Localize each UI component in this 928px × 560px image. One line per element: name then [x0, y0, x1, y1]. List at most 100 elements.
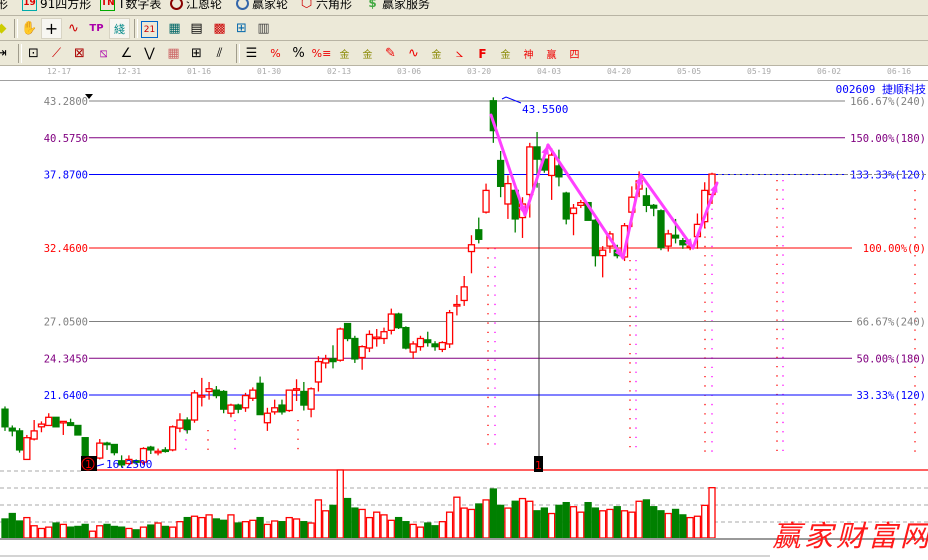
level-percent-label: 100.00%(0) [863, 243, 926, 255]
volume-bar [679, 514, 687, 539]
menu-hexagon[interactable]: ⬡ 六角形 [300, 0, 352, 12]
f-fan-icon[interactable]: F [478, 46, 487, 61]
winner-fan-icon[interactable]: 赢 [546, 50, 557, 61]
volume-bar [8, 512, 16, 539]
high-price-label: 43.5500 [522, 103, 568, 116]
fit-width-icon[interactable]: ⇥ [0, 46, 7, 61]
volume-bar [693, 515, 702, 539]
candle-up [438, 341, 446, 351]
volume-bar [599, 510, 607, 539]
percent-icon[interactable]: % [292, 46, 305, 61]
gold-line-icon[interactable]: 金 [431, 50, 442, 61]
candle-down [278, 404, 286, 413]
pattern-icon[interactable]: 綫 [109, 18, 130, 39]
hand-icon[interactable]: ✋ [21, 21, 38, 36]
notes-icon[interactable]: ▤ [190, 21, 203, 36]
v-lines-icon[interactable]: ⋁ [144, 46, 155, 61]
candle-up [23, 437, 31, 461]
grid-tool-icon[interactable]: ▦ [167, 46, 180, 61]
candle-up [467, 244, 476, 253]
volume-bar [183, 516, 191, 539]
volume-bar [314, 499, 323, 539]
candle-up [322, 358, 330, 364]
hexagon-icon: ⬡ [300, 0, 313, 11]
rectangle-tool-icon[interactable]: ⊡ [28, 46, 39, 61]
printer-icon[interactable]: ▥ [257, 21, 270, 36]
gann-fan-icon[interactable]: ⧅ [99, 46, 108, 61]
fan-lines-icon[interactable]: ⟋ [51, 46, 62, 61]
volume-bar [489, 488, 497, 539]
gold-fan-icon[interactable]: 金 [500, 50, 511, 61]
volume-bar [635, 500, 643, 539]
menu-gann-wheel[interactable]: 江恩轮 [170, 0, 222, 12]
marker-1-label: 1 [85, 458, 92, 471]
level-percent-label: 66.67%(240) [856, 317, 926, 329]
volume-bar [650, 506, 658, 539]
menu-square-91[interactable]: 19 91四方形 [22, 0, 91, 12]
percent-line-icon[interactable]: % [270, 47, 281, 60]
volume-bar [569, 506, 578, 539]
volume-bar [475, 503, 483, 539]
wave-arrow [489, 113, 527, 217]
volume-bar [467, 508, 476, 539]
gold-levels-icon[interactable]: 金 [362, 50, 373, 61]
god-fan-icon[interactable]: 神 [523, 50, 534, 61]
candle-up [285, 389, 293, 412]
wave-line-icon[interactable]: ∿ [408, 46, 419, 61]
candle-down [591, 219, 600, 257]
volume-bar [139, 526, 148, 539]
volume-bar [526, 500, 534, 539]
volume-bar [606, 508, 614, 539]
candle-down [103, 442, 111, 446]
marker-2-label: 1 [535, 459, 542, 472]
marker-circle-icon [81, 457, 95, 471]
four-fan-icon[interactable]: 四 [569, 50, 580, 61]
box-grid-icon[interactable]: ⊞ [191, 46, 202, 61]
volume-bar [460, 507, 468, 539]
volume-bar [37, 527, 46, 539]
menu-shape[interactable]: 形 [0, 0, 8, 12]
date-label: 12-31 [117, 67, 142, 76]
save-icon[interactable]: ▩ [213, 21, 226, 36]
calendar-icon[interactable]: 21 [141, 21, 158, 38]
candle-down [343, 322, 352, 340]
menu-number-table[interactable]: TN T数字表 [100, 0, 161, 12]
calculator-icon[interactable]: ▦ [168, 21, 181, 36]
volume-bar [540, 507, 549, 539]
menu-winner-wheel[interactable]: 赢家轮 [236, 0, 288, 12]
candle-up [409, 343, 417, 353]
gold-circle-icon[interactable]: 金 [339, 50, 350, 61]
candle-down [183, 419, 191, 431]
volume-bar [329, 504, 337, 539]
arrow-icon[interactable]: ◆ [0, 21, 7, 36]
candle-down [132, 460, 140, 463]
wave-arrow [691, 181, 719, 250]
date-label: 06-16 [887, 67, 912, 76]
pen-tool-icon[interactable]: ✎ [385, 46, 396, 61]
tp-icon[interactable]: TP [89, 23, 104, 34]
square-19-icon: 19 [22, 0, 37, 11]
gann-box-icon[interactable]: ⊠ [74, 46, 85, 61]
zigzag-icon[interactable]: ∿ [68, 21, 79, 36]
volume-bar [212, 518, 221, 539]
fan-j-icon[interactable]: ⦣ [455, 46, 464, 61]
crosshair-icon[interactable]: + [41, 18, 62, 39]
volume-bar [555, 504, 563, 539]
toolbar-drawing: ⇥ ⊡ ⟋ ⊠ ⧅ ∠ ⋁ ▦ ⊞ ⫽ ☰ % % %≡ 金 金 ✎ ∿ 金 ⦣… [0, 41, 928, 66]
volume-bar [234, 522, 242, 539]
volume-bar [263, 523, 272, 539]
candle-down [15, 430, 24, 451]
parallel-lines-icon[interactable]: ⫽ [216, 46, 223, 61]
angle-lines-icon[interactable]: ∠ [120, 46, 133, 61]
candle-up [307, 388, 315, 410]
menu-winner-service[interactable]: $ 赢家服务 [366, 0, 430, 12]
level-price-label: 32.4600 [44, 243, 88, 255]
percent-levels-icon[interactable]: %≡ [311, 47, 332, 60]
network-icon[interactable]: ⊞ [236, 21, 247, 36]
candle-up [358, 346, 366, 359]
candle-up [139, 447, 148, 463]
fib-retracement-icon[interactable]: ☰ [245, 46, 258, 61]
candle-down [234, 404, 242, 410]
candle-up [37, 423, 46, 428]
